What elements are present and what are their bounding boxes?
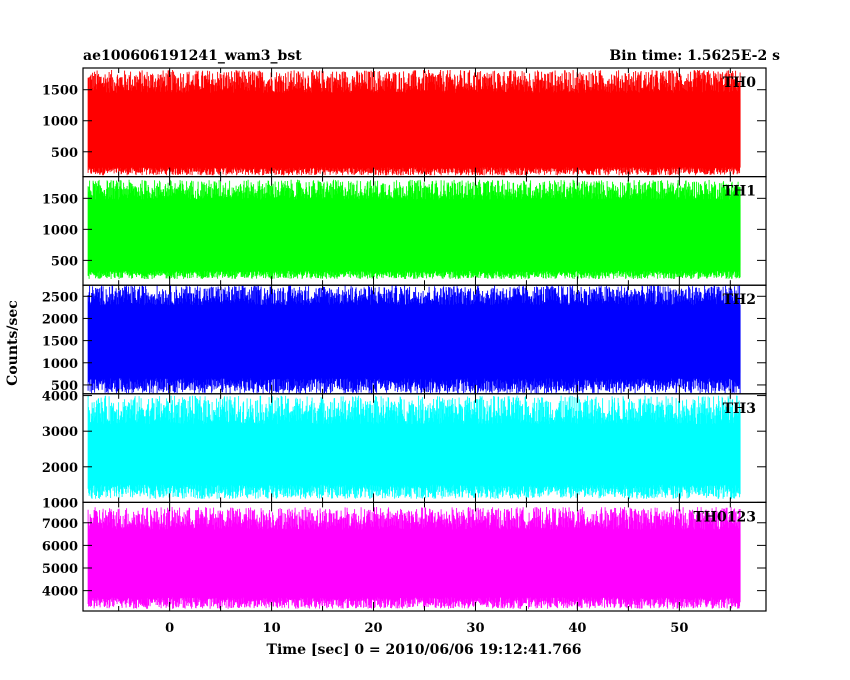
y-tick-label: 1000 [42, 115, 78, 130]
x-tick-label: 40 [568, 621, 586, 636]
x-axis-label: Time [sec] 0 = 2010/06/06 19:12:41.766 [267, 642, 582, 658]
panel-label-th0123: TH0123 [693, 509, 756, 525]
y-tick-label: 1500 [42, 335, 78, 350]
panel-label-th2: TH2 [723, 292, 756, 308]
y-tick-label: 500 [51, 379, 78, 394]
x-tick-label: 30 [466, 621, 484, 636]
series-th0-core [88, 98, 741, 163]
panel-label-th1: TH1 [723, 184, 756, 200]
panels-group: 50010001500TH050010001500TH1500100015002… [42, 67, 767, 636]
y-tick-label: 1000 [42, 496, 78, 511]
x-tick-label: 20 [364, 621, 382, 636]
y-tick-label: 2000 [42, 461, 78, 476]
y-tick-label: 6000 [42, 539, 78, 554]
y-axis-label: Counts/sec [5, 300, 21, 386]
y-tick-label: 2500 [42, 290, 78, 305]
x-tick-label: 10 [263, 621, 281, 636]
y-tick-label: 2000 [42, 312, 78, 327]
panel-label-th0: TH0 [723, 75, 757, 91]
series-th1-core [88, 204, 741, 266]
x-tick-label: 0 [165, 621, 174, 636]
y-tick-label: 7000 [42, 517, 78, 532]
x-tick-label: 50 [670, 621, 688, 636]
series-th0123-core [88, 534, 741, 592]
y-tick-label: 500 [51, 146, 78, 161]
y-tick-label: 1000 [42, 223, 78, 238]
y-tick-label: 5000 [42, 562, 78, 577]
chart-title: ae100606191241_wam3_bst [83, 48, 302, 64]
series-th3-core [88, 428, 741, 480]
y-tick-label: 3000 [42, 425, 78, 440]
bin-time-label: Bin time: 1.5625E-2 s [609, 48, 780, 64]
y-tick-label: 1000 [42, 357, 78, 372]
y-tick-label: 1500 [42, 84, 78, 99]
y-tick-label: 4000 [42, 390, 78, 405]
series-th2-core [88, 310, 741, 373]
y-tick-label: 1500 [42, 192, 78, 207]
y-tick-label: 500 [51, 254, 78, 269]
y-tick-label: 4000 [42, 585, 78, 600]
panel-label-th3: TH3 [723, 401, 756, 417]
